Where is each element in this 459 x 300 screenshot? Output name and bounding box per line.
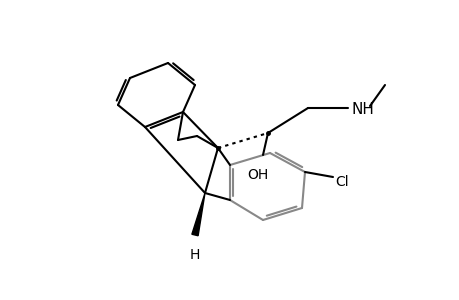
- Text: NH: NH: [351, 103, 374, 118]
- Text: Cl: Cl: [334, 175, 348, 189]
- Polygon shape: [191, 193, 205, 236]
- Text: H: H: [190, 248, 200, 262]
- Text: OH: OH: [247, 168, 268, 182]
